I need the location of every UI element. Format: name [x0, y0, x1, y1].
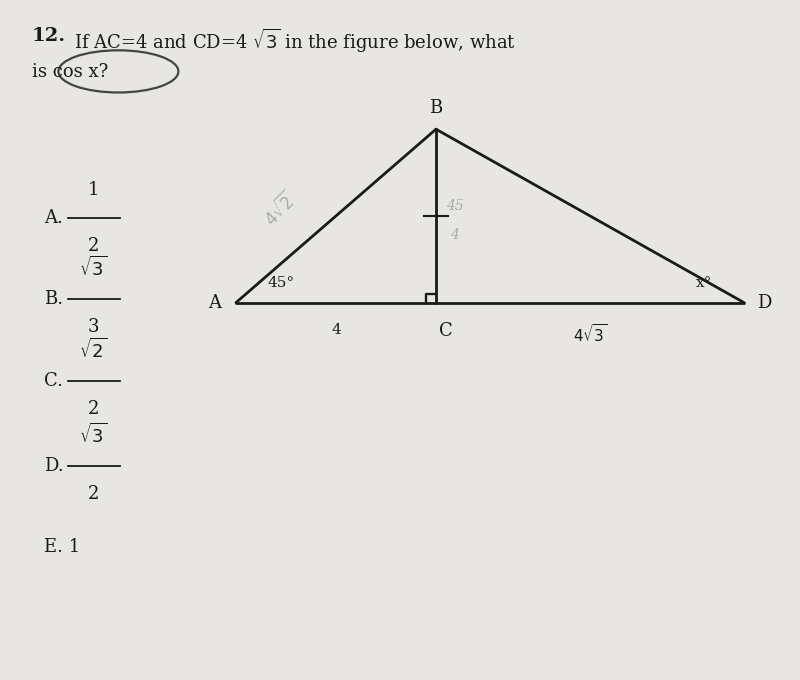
Text: $4\sqrt{3}$: $4\sqrt{3}$	[573, 323, 607, 345]
Text: A: A	[209, 294, 222, 311]
Text: C: C	[438, 322, 453, 339]
Text: is cos x?: is cos x?	[32, 63, 108, 80]
Text: C.: C.	[44, 372, 63, 390]
Text: B: B	[430, 99, 442, 117]
Text: A.: A.	[44, 209, 63, 226]
Text: E. 1: E. 1	[44, 539, 80, 556]
Text: 12.: 12.	[32, 27, 66, 45]
Text: D.: D.	[44, 457, 64, 475]
Text: 45: 45	[446, 199, 463, 213]
Text: 45°: 45°	[268, 276, 295, 290]
Text: $\sqrt{3}$: $\sqrt{3}$	[79, 422, 108, 447]
Text: B.: B.	[44, 290, 63, 308]
Text: 2: 2	[88, 237, 99, 254]
Text: $\sqrt{2}$: $\sqrt{2}$	[79, 337, 108, 362]
Text: x°: x°	[696, 276, 712, 290]
Text: $4\sqrt{2}$: $4\sqrt{2}$	[259, 188, 301, 230]
Text: 4: 4	[450, 228, 459, 242]
Text: 1: 1	[88, 181, 99, 199]
Text: 4: 4	[331, 323, 341, 337]
Text: $\sqrt{3}$: $\sqrt{3}$	[79, 256, 108, 280]
Text: 2: 2	[88, 485, 99, 503]
Text: 3: 3	[88, 318, 99, 336]
Text: D: D	[757, 294, 771, 311]
Text: 2: 2	[88, 400, 99, 418]
Text: If AC=4 and CD=4 $\sqrt{3}$ in the figure below, what: If AC=4 and CD=4 $\sqrt{3}$ in the figur…	[74, 27, 516, 55]
